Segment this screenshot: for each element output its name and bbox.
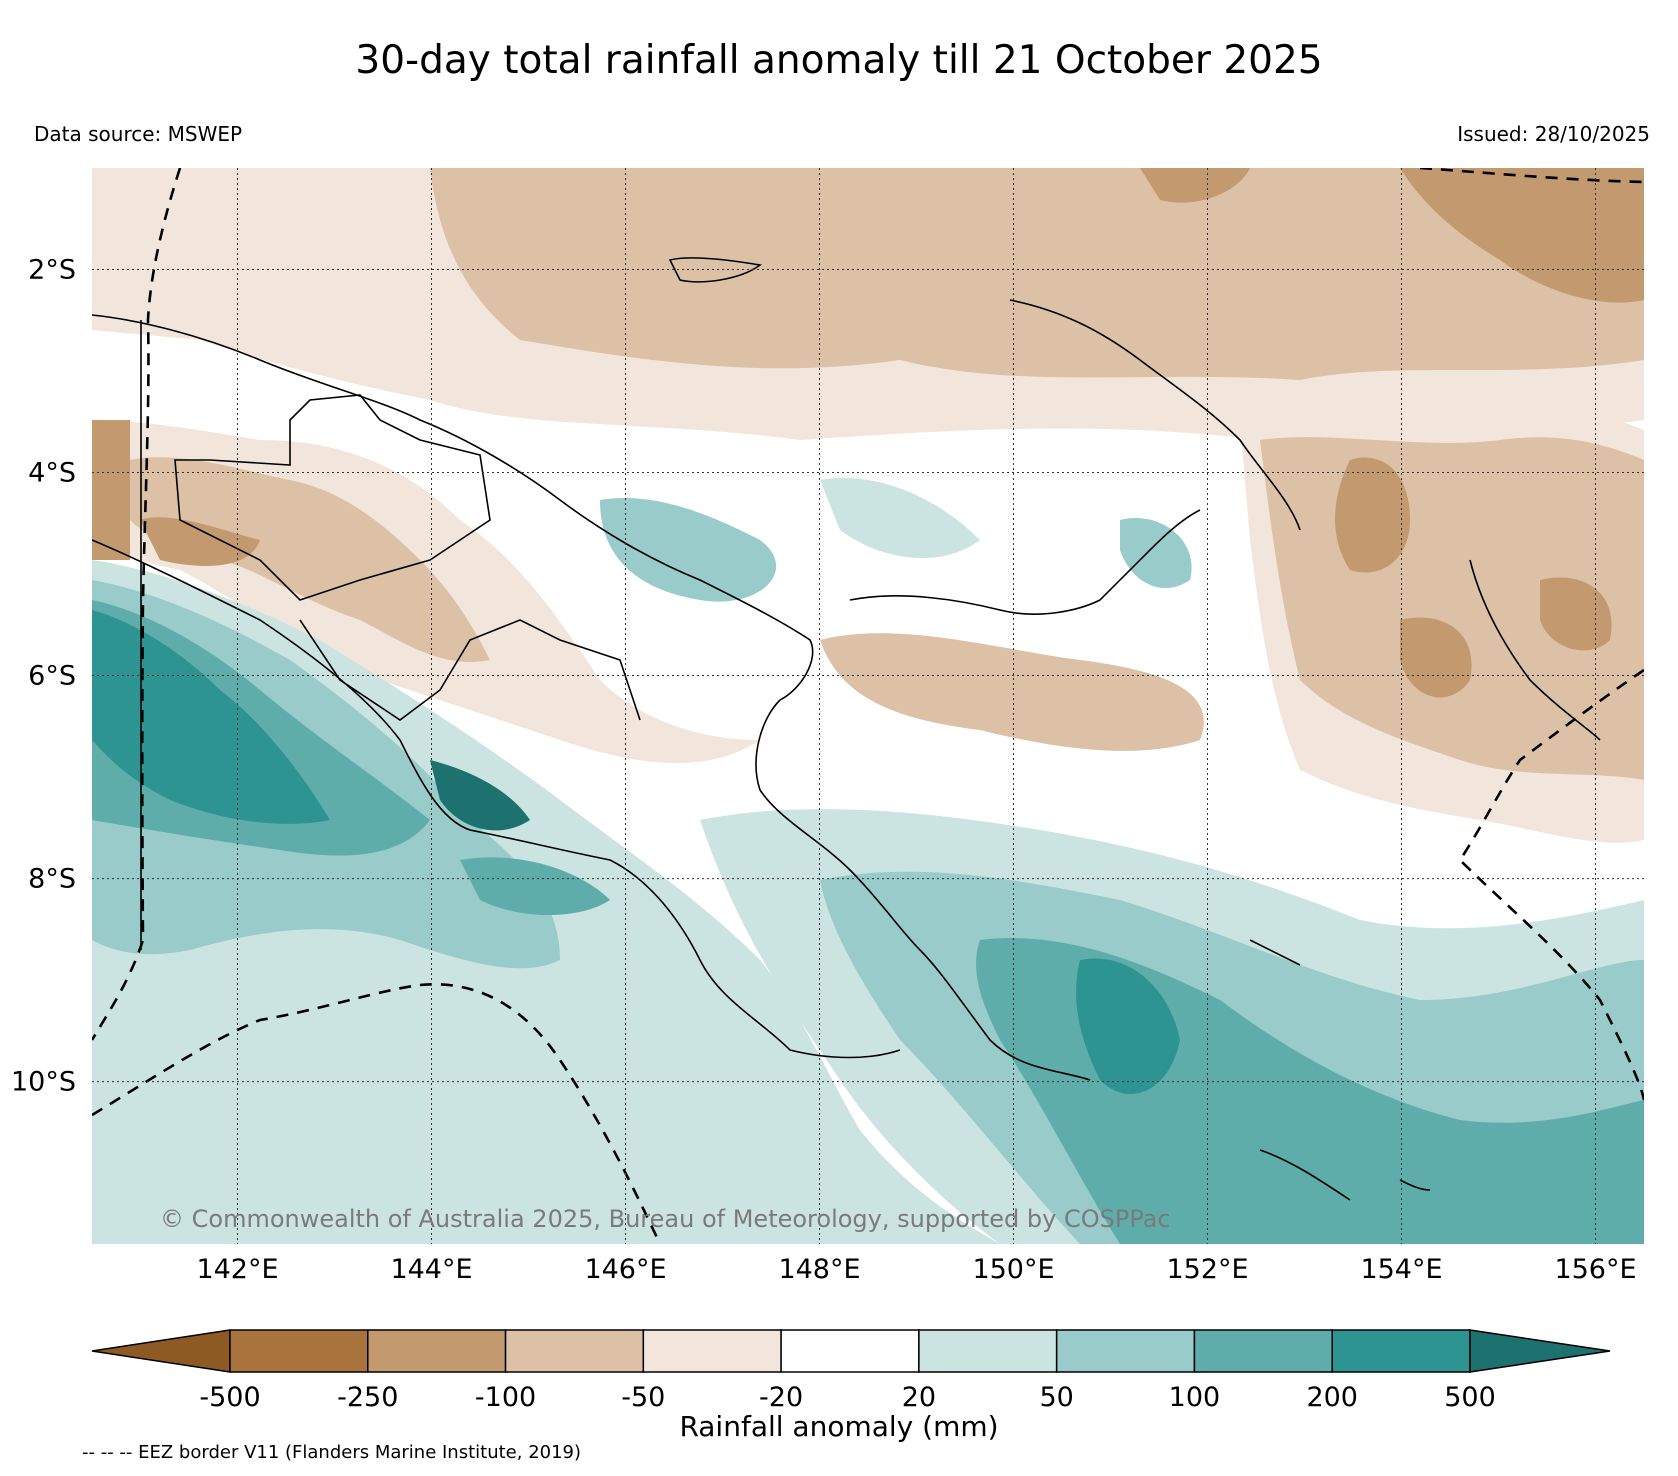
lon-tick-label: 156°E xyxy=(1554,1254,1636,1285)
colorbar-tick-label: 100 xyxy=(1169,1382,1221,1413)
issued-date-label: Issued: 28/10/2025 xyxy=(1457,122,1650,146)
lon-tick-labels: 142°E 144°E 146°E 148°E 150°E 152°E 154°E 156°E xyxy=(196,1254,1636,1285)
colorbar-bin xyxy=(367,1329,507,1373)
colorbar-tick-label: -100 xyxy=(475,1382,536,1413)
eez-borders xyxy=(92,168,1644,1244)
eez-note: -- -- -- EEZ border V11 (Flanders Marine… xyxy=(82,1442,582,1463)
lon-tick-label: 142°E xyxy=(196,1254,278,1285)
colorbar-tick-label: 500 xyxy=(1444,1382,1496,1413)
colorbar-bin xyxy=(504,1329,645,1373)
colorbar-bin xyxy=(229,1329,369,1373)
colorbar-tick-labels: -500 -250 -100 -50 -20 20 50 100 200 500 xyxy=(199,1382,1495,1413)
lon-tick-label: 150°E xyxy=(972,1254,1054,1285)
lat-tick-label: 4°S xyxy=(28,458,76,489)
colorbar-tick-label: -500 xyxy=(199,1382,260,1413)
colorbar-bin xyxy=(1055,1329,1196,1373)
colorbar-bin xyxy=(1193,1329,1333,1373)
lon-tick-label: 144°E xyxy=(390,1254,472,1285)
colorbar-tick-label: -50 xyxy=(621,1382,665,1413)
lon-tick-label: 154°E xyxy=(1360,1254,1442,1285)
colorbar-extend-high xyxy=(1469,1329,1611,1373)
copyright-text: © Commonwealth of Australia 2025, Bureau… xyxy=(160,1205,1171,1233)
coastlines xyxy=(92,257,1601,1201)
lon-tick-label: 148°E xyxy=(778,1254,860,1285)
colorbar-label: Rainfall anomaly (mm) xyxy=(679,1410,999,1443)
colorbar-tick-label: 20 xyxy=(902,1382,936,1413)
colorbar-bin xyxy=(780,1329,920,1373)
colorbar-tick-label: 200 xyxy=(1306,1382,1358,1413)
colorbar-bin xyxy=(918,1329,1058,1373)
lat-tick-label: 2°S xyxy=(28,255,76,286)
colorbar-tick-label: -20 xyxy=(759,1382,803,1413)
chart-title: 30-day total rainfall anomaly till 21 Oc… xyxy=(355,38,1323,83)
colorbar xyxy=(91,1329,1611,1373)
colorbar-bin xyxy=(642,1329,782,1373)
anomaly-field xyxy=(92,168,1644,1244)
colorbar-tick-label: 50 xyxy=(1039,1382,1073,1413)
colorbar-tick-label: -250 xyxy=(337,1382,398,1413)
lat-tick-label: 10°S xyxy=(11,1067,76,1098)
lon-tick-label: 152°E xyxy=(1166,1254,1248,1285)
lon-tick-label: 146°E xyxy=(584,1254,666,1285)
colorbar-extend-low xyxy=(91,1329,231,1373)
lat-tick-label: 6°S xyxy=(28,661,76,692)
lat-tick-label: 8°S xyxy=(28,864,76,895)
lat-tick-labels: 2°S 4°S 6°S 8°S 10°S xyxy=(11,255,76,1098)
colorbar-bin xyxy=(1331,1329,1471,1373)
data-source-label: Data source: MSWEP xyxy=(34,122,243,146)
gridlines xyxy=(92,168,1644,1244)
